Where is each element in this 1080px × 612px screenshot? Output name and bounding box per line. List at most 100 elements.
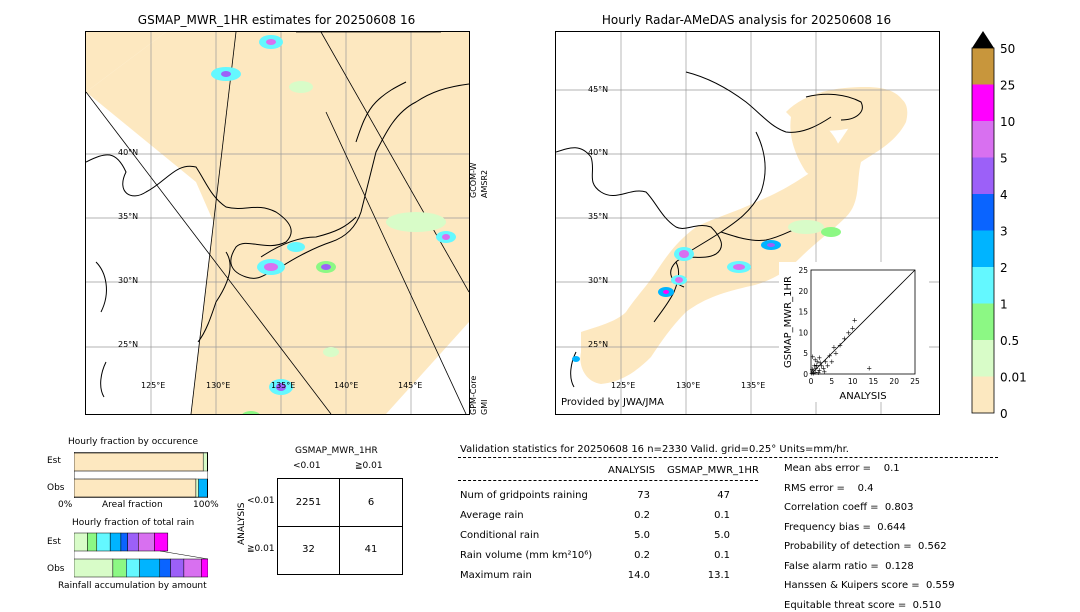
scatter-point: + (827, 352, 833, 360)
rain-bar-segment (73, 558, 114, 578)
rain-bar-segment (73, 532, 88, 552)
right-map-credit: Provided by JWA/JMA (561, 397, 664, 408)
rain-plot (73, 532, 209, 578)
validation-col-gsmap: GSMAP_MWR_1HR (667, 465, 759, 476)
validation-row-label: Rain volume (mm km²10⁶) (460, 550, 593, 561)
ctable-row-1: ≧0.01 (247, 544, 275, 554)
validation-row-label: Conditional rain (460, 530, 540, 541)
scatter-point: + (812, 356, 818, 364)
scatter-xtick: 5 (829, 377, 834, 386)
occ-title: Hourly fraction by occurence (68, 437, 199, 447)
scatter-point: + (816, 369, 822, 377)
ctable-row-0: <0.01 (247, 496, 275, 506)
scatter-point: + (810, 367, 816, 375)
validation-row-label: Num of gridpoints raining (460, 490, 588, 501)
validation-score: Hanssen & Kuipers score = 0.559 (784, 580, 955, 591)
rain-title: Hourly fraction of total rain (72, 518, 195, 528)
ctable-cell-00: 2251 (295, 497, 322, 508)
scatter-point: + (841, 335, 847, 343)
scatter-point: + (866, 364, 872, 372)
occ-x0: 0% (58, 500, 73, 510)
rain-bar-segment (87, 532, 98, 552)
scatter-point: + (821, 364, 827, 372)
rain-label-obs: Obs (47, 564, 65, 574)
occ-bar-nonrain (73, 478, 197, 498)
validation-row-analysis: 5.0 (634, 530, 650, 541)
colorbar: 50 25 10 5 4 3 2 1 0.5 0.01 0 (960, 28, 1030, 421)
validation-score: Frequency bias = 0.644 (784, 521, 906, 533)
colorbar-canvas: 50 25 10 5 4 3 2 1 0.5 0.01 0 (971, 31, 1027, 421)
scatter-point: + (829, 358, 835, 366)
scatter-plot: ++++++++++++++++++++++++ ++++++ 0 5 10 15 20 2… (783, 266, 920, 402)
rain-bar-segment (126, 558, 140, 578)
colorbar-segment (972, 157, 994, 194)
scatter-inset: + + + + + + + + + + + + + + + + + + + + + + + + + + + + + + 0 5 10 15 20 2… (779, 262, 929, 402)
occ-chart (73, 451, 209, 499)
scatter-xtick: 15 (869, 377, 879, 386)
validation-score: RMS error = 0.4 (784, 482, 874, 494)
occ-plot (73, 451, 209, 499)
colorbar-segment (972, 340, 994, 377)
scatter-xtick: 25 (910, 377, 920, 386)
scatter-point: + (831, 343, 837, 351)
validation-row-gsmap: 13.1 (707, 570, 730, 581)
scatter-ylabel: GSMAP_MWR_1HR (783, 276, 794, 368)
rain-xlabel: Rainfall accumulation by amount (58, 581, 207, 591)
validation-row-analysis: 0.2 (634, 550, 650, 561)
right-lon-label-130: 130°E (676, 381, 701, 390)
occ-bar-nonrain (73, 452, 204, 472)
scatter-point: + (814, 361, 820, 369)
scatter-point: + (817, 359, 823, 367)
validation-row-label: Average rain (460, 510, 524, 521)
right-lat-label-40: 40°N (588, 148, 609, 157)
validation-score: False alarm ratio = 0.128 (784, 560, 914, 572)
right-map-canvas (556, 32, 939, 414)
colorbar-label: 0.01 (1000, 371, 1027, 385)
occ-label-obs: Obs (47, 483, 65, 493)
left-map-title: GSMAP_MWR_1HR estimates for 20250608 16 (137, 13, 416, 27)
scatter-xtick: 10 (848, 377, 858, 386)
occ-x100: 100% (193, 500, 219, 510)
scatter-xtick: 0 (809, 377, 814, 386)
left-lat-label-35: 35°N (118, 212, 139, 221)
swath-label-2a: GPM-Core (469, 375, 478, 415)
occ-bar-segment (207, 478, 209, 498)
validation-col-analysis: ANALYSIS (608, 465, 656, 476)
colorbar-segment (972, 194, 994, 231)
validation-row-analysis: 0.2 (634, 510, 650, 521)
validation-score: Equitable threat score = 0.510 (784, 599, 942, 611)
left-lon-label-140: 140°E (334, 381, 359, 390)
left-lon-label-145: 145°E (398, 381, 423, 390)
scatter-point: + (821, 368, 827, 376)
ctable-grid: 2251 6 32 41 (277, 478, 403, 575)
rain-bar-segment (112, 558, 127, 578)
rain-bar-segment (154, 532, 169, 552)
left-map-canvas (86, 32, 469, 414)
colorbar-label: 25 (1000, 79, 1015, 93)
ctable-title: GSMAP_MWR_1HR (295, 446, 378, 456)
scatter-xlabel: ANALYSIS (839, 391, 886, 402)
colorbar-segment (972, 121, 994, 158)
rain-bar-segment (170, 558, 185, 578)
rain-label-est: Est (47, 537, 61, 547)
occ-bar-segment (195, 478, 199, 498)
left-lat-label-25: 25°N (118, 340, 139, 349)
validation-score: Mean abs error = 0.1 (784, 463, 900, 474)
colorbar-segment (972, 230, 994, 267)
rain-bar-segment (109, 532, 122, 552)
ctable-cell-01: 6 (367, 497, 375, 508)
occ-bar-segment (198, 478, 208, 498)
ctable-col-0: <0.01 (293, 461, 321, 471)
validation-row-gsmap: 47 (717, 490, 730, 501)
scatter-point: + (818, 362, 824, 370)
ctable-cell-10: 32 (302, 544, 315, 555)
scatter-point: + (811, 370, 817, 378)
rain-bar-segment (127, 532, 139, 552)
rain-bar-segment (139, 558, 161, 578)
occ-label-est: Est (47, 456, 61, 466)
validation-row-label: Maximum rain (460, 570, 532, 581)
colorbar-label: 2 (1000, 261, 1008, 275)
scatter-point: + (810, 353, 816, 361)
rain-bar-segment (120, 532, 128, 552)
validation-score: Correlation coeff = 0.803 (784, 502, 914, 513)
